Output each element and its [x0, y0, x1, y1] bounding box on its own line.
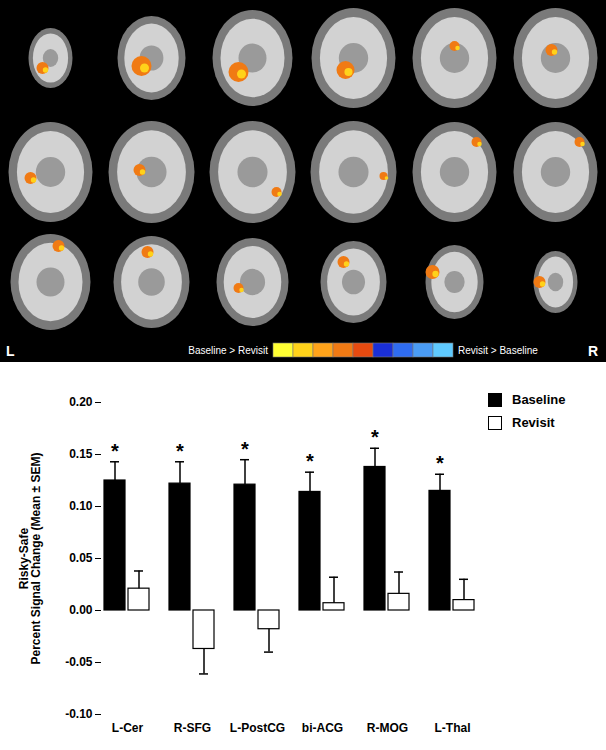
html-text:Baseline: Baseline	[512, 392, 566, 407]
svg-text:-0.05: -0.05	[65, 655, 93, 669]
svg-text:R: R	[588, 343, 598, 359]
svg-text:-0.10: -0.10	[65, 707, 93, 721]
svg-text:*: *	[436, 452, 444, 474]
svg-text:Revisit > Baseline: Revisit > Baseline	[458, 345, 538, 356]
svg-text:R-MOG: R-MOG	[367, 721, 408, 735]
svg-text:*: *	[111, 440, 119, 462]
svg-text:bi-ACG: bi-ACG	[302, 721, 343, 735]
svg-text:0.05: 0.05	[69, 551, 93, 565]
svg-text:Risky-SafePercent Signal Chang: Risky-SafePercent Signal Change (Mean ± …	[17, 453, 43, 665]
svg-text:L-Thal: L-Thal	[435, 721, 471, 735]
svg-text:0.20: 0.20	[69, 395, 93, 409]
svg-text:L: L	[6, 343, 15, 359]
svg-text:L-PostCG: L-PostCG	[230, 721, 285, 735]
svg-text:0.10: 0.10	[69, 499, 93, 513]
svg-text:0.15: 0.15	[69, 447, 93, 461]
svg-text:*: *	[371, 426, 379, 448]
svg-text:*: *	[306, 450, 314, 472]
html-text:Revisit: Revisit	[512, 415, 555, 430]
svg-text:*: *	[241, 438, 249, 460]
svg-text:R-SFG: R-SFG	[174, 721, 211, 735]
svg-text:*: *	[176, 440, 184, 462]
svg-text:0.00: 0.00	[69, 603, 93, 617]
svg-text:Baseline > Revisit: Baseline > Revisit	[188, 345, 268, 356]
svg-text:L-Cer: L-Cer	[112, 721, 144, 735]
